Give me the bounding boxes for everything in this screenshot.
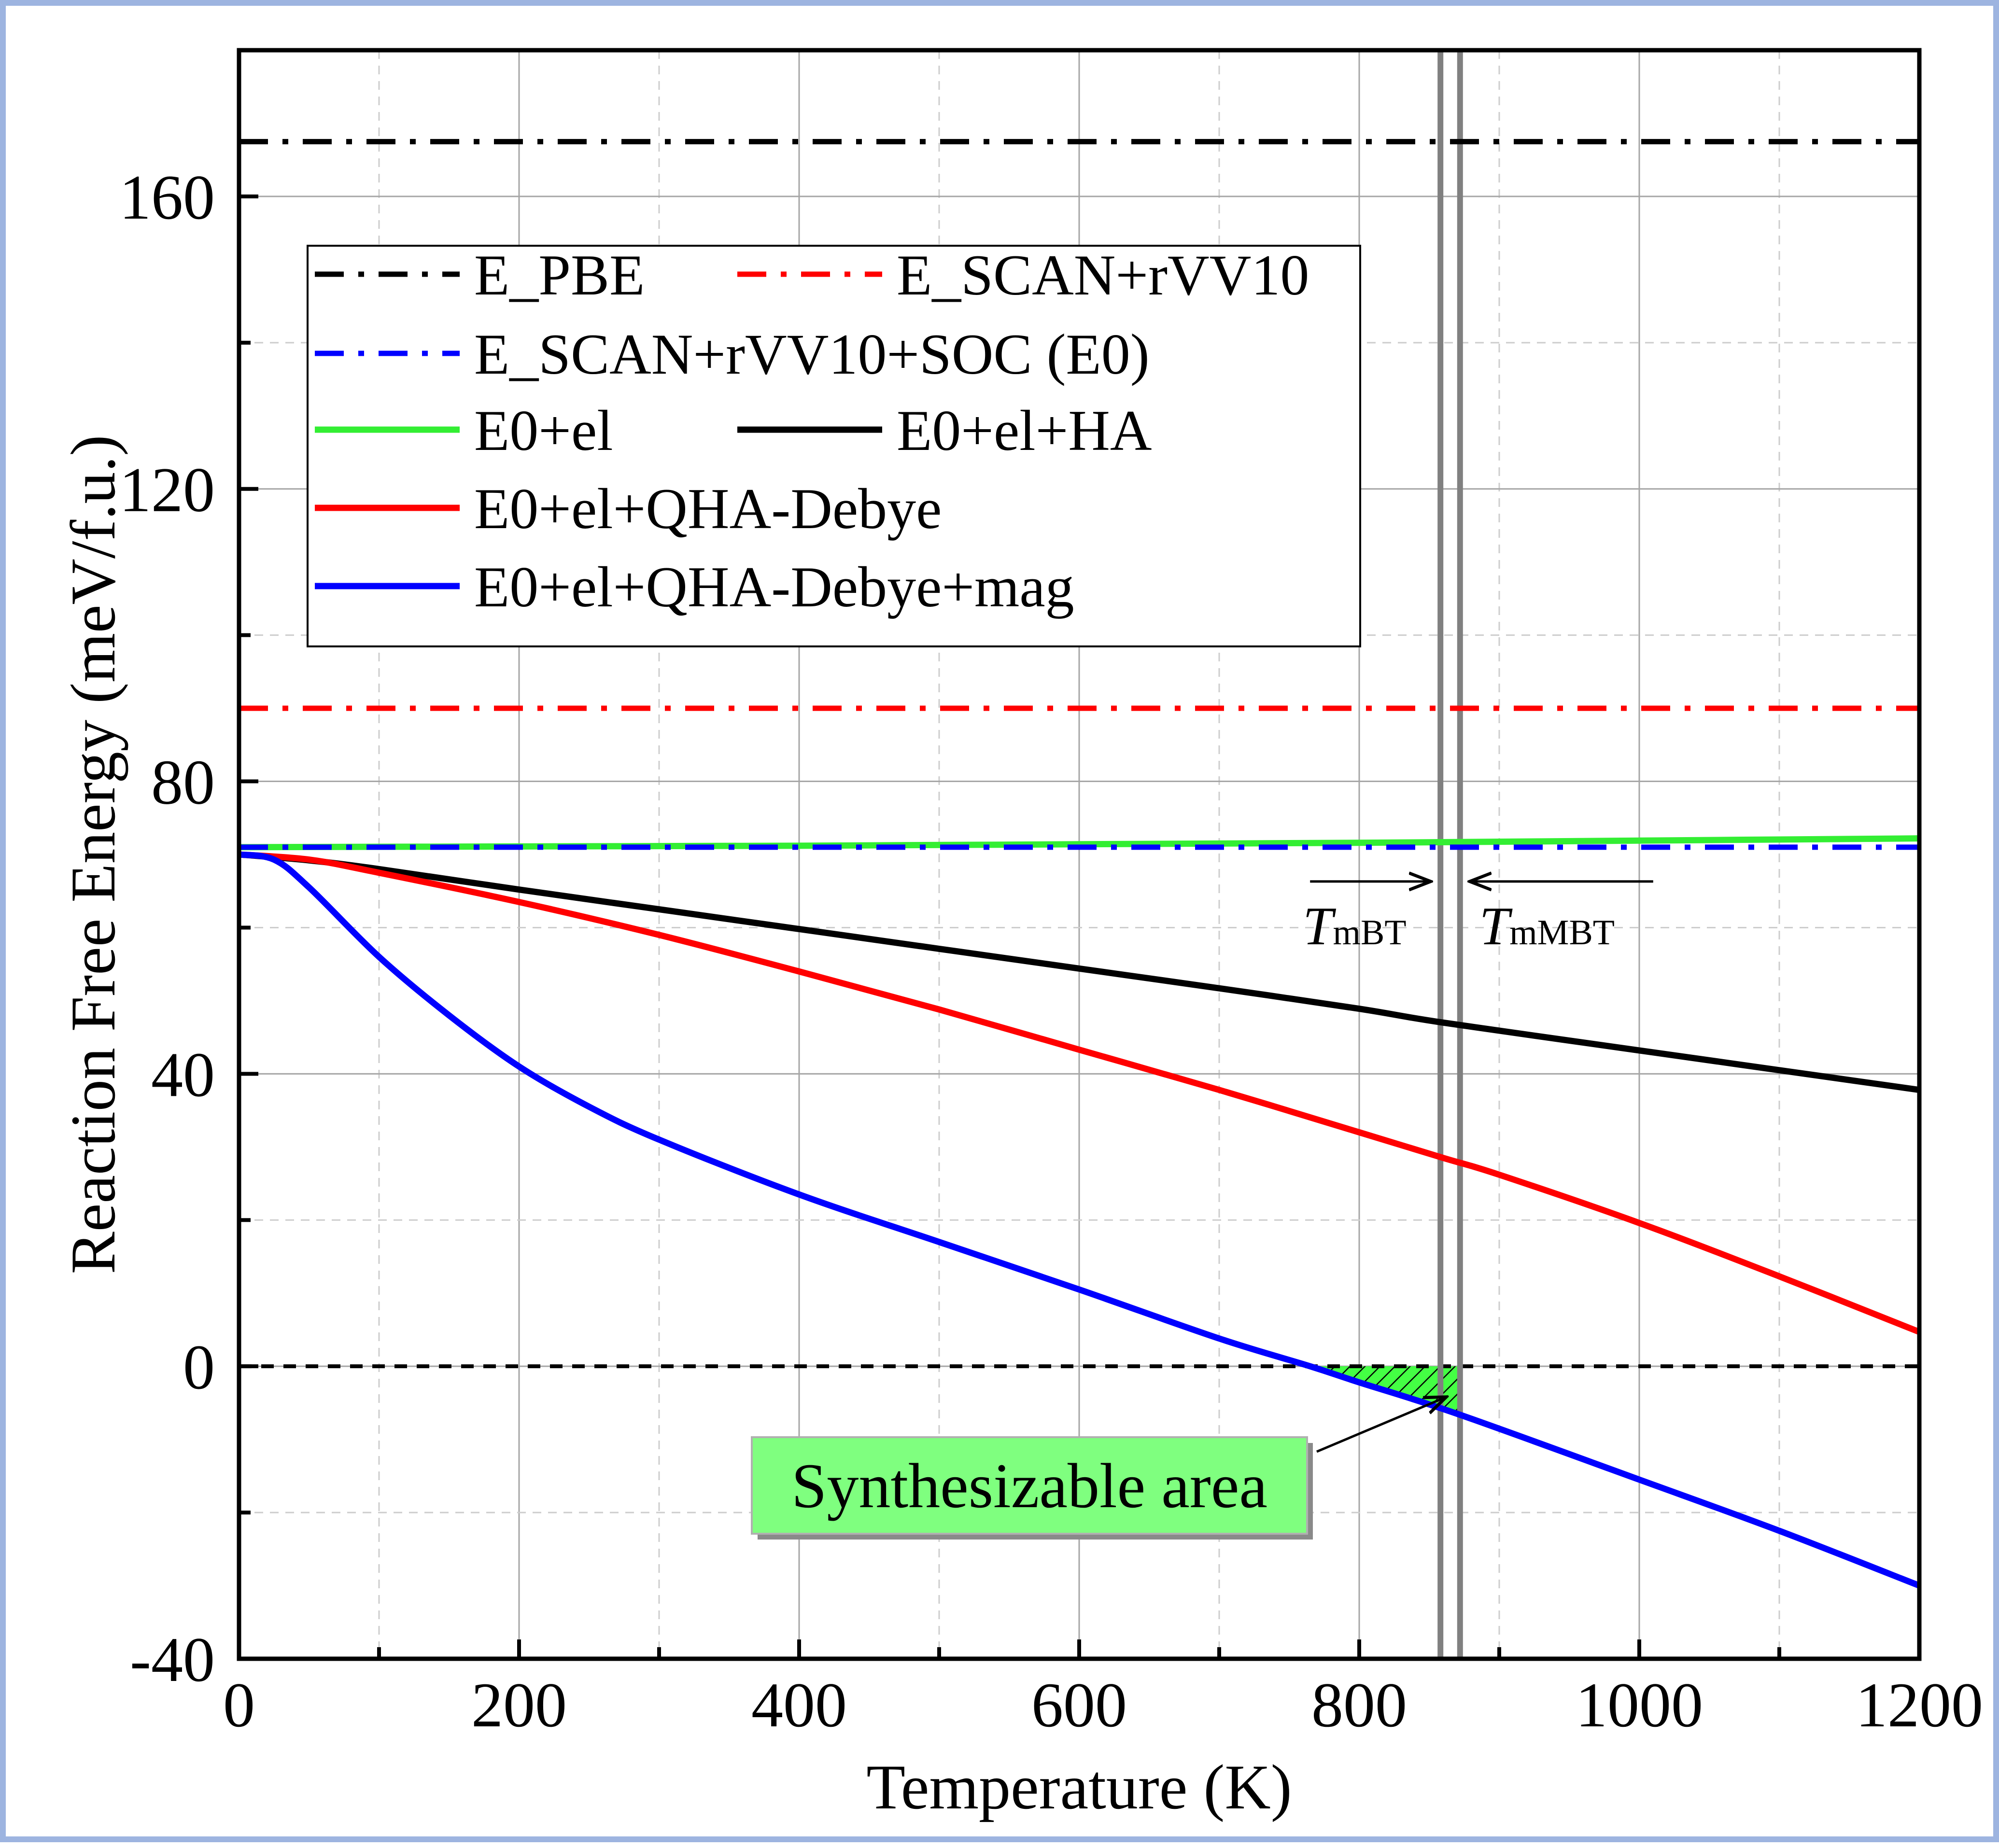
- annotations: TmBT TmMBT Synthesizable area: [751, 882, 1653, 1540]
- y-tick-label: 120: [119, 454, 215, 525]
- x-tick-label: 600: [1031, 1669, 1127, 1740]
- y-tick-label: 40: [151, 1039, 215, 1110]
- series-line-e0-el-qha-debye-mag: [239, 851, 1921, 1589]
- x-tick-label: 400: [751, 1669, 847, 1740]
- y-tick-label: 0: [183, 1331, 215, 1402]
- legend-label: E_SCAN+rVV10: [897, 243, 1309, 307]
- x-tick-label: 200: [471, 1669, 567, 1740]
- y-tick-label: 160: [119, 162, 215, 233]
- x-tick-label: 1200: [1856, 1669, 1983, 1740]
- series-line-e0-el-ha: [239, 851, 1920, 1093]
- y-tick-label: -40: [130, 1624, 215, 1695]
- legend: E_PBE E_SCAN+rVV10 E_SCAN+rVV10+SOC (E0) E0…: [307, 243, 1361, 647]
- y-tick-label: 80: [151, 747, 215, 818]
- legend-label: E0+el: [474, 398, 613, 462]
- synthesizable-box: [751, 1436, 1308, 1535]
- synthesizable-arrow: [1316, 1397, 1447, 1453]
- x-tick-label: 0: [223, 1669, 255, 1740]
- legend-entry: E_PBE: [315, 243, 645, 307]
- x-axis-title: Temperature (K): [866, 1751, 1292, 1822]
- legend-label: E0+el+QHA-Debye: [474, 476, 942, 541]
- tmmbt-label-sub: mMBT: [1509, 913, 1615, 952]
- tmmbt-label-t: T: [1479, 896, 1513, 956]
- legend-entry: E_SCAN+rVV10: [737, 243, 1309, 307]
- legend-label: E_SCAN+rVV10+SOC (E0): [474, 322, 1150, 386]
- legend-entry: E0+el+QHA-Debye: [315, 476, 942, 541]
- synthesizable-label: Synthesizable area: [791, 1450, 1267, 1521]
- y-axis-title: Reaction Free Energy (meV/f.u.): [57, 435, 128, 1274]
- reference-lines: [239, 50, 1919, 1659]
- legend-label: E_PBE: [474, 243, 645, 307]
- legend-entry: E0+el+HA: [737, 398, 1152, 462]
- data-series: [239, 139, 1921, 1589]
- legend-label: E0+el+QHA-Debye+mag: [474, 555, 1074, 619]
- legend-box: [307, 245, 1361, 647]
- legend-entry: E0+el+QHA-Debye+mag: [315, 555, 1074, 619]
- series-line-e0-el-qha-debye: [239, 851, 1921, 1335]
- legend-entry: E_SCAN+rVV10+SOC (E0): [315, 322, 1150, 386]
- x-tick-label: 1000: [1576, 1669, 1703, 1740]
- x-tick-label: 800: [1311, 1669, 1407, 1740]
- legend-label: E0+el+HA: [897, 398, 1152, 462]
- legend-entry: E0+el: [315, 398, 613, 462]
- tmbt-label-sub: mBT: [1333, 913, 1406, 952]
- tmbt-label-t: T: [1303, 896, 1336, 956]
- tmbt-label: TmBT: [1303, 896, 1406, 956]
- tmmbt-label: TmMBT: [1479, 896, 1615, 956]
